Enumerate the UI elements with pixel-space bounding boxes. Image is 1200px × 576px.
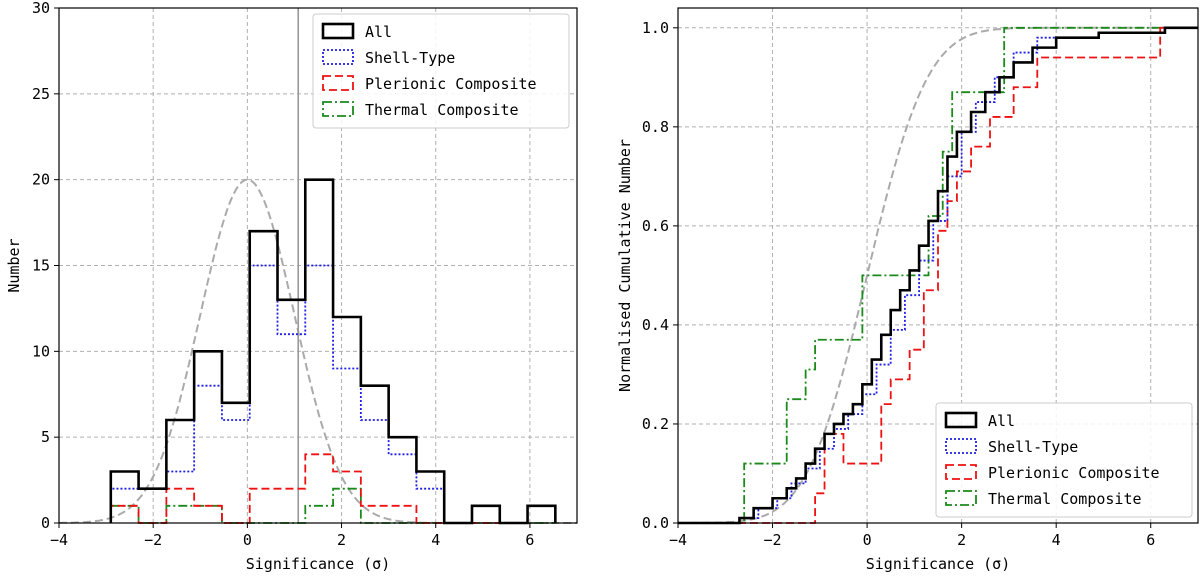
histogram-x-tick-label: −4 (50, 531, 68, 549)
cdf-series-thermal-composite (678, 26, 1198, 524)
histogram-x-tick-label: 0 (243, 531, 252, 549)
histogram-x-tick-label: 4 (431, 531, 440, 549)
histogram-x-axis-label: Significance (σ) (246, 555, 391, 573)
histogram-legend-box (312, 13, 570, 129)
histogram-x-tick-label: 2 (337, 531, 346, 549)
cdf-y-tick-label: 0.2 (642, 415, 669, 433)
cdf-legend: All Shell-Type Plerionic Composite Thermal … (935, 402, 1193, 518)
cdf-y-tick-label: 0.8 (642, 118, 669, 136)
cdf-axes-frame (677, 7, 1199, 524)
histogram-legend-swatch-thermal-composite (322, 101, 354, 117)
cdf-y-tick-label: 0.4 (642, 316, 669, 334)
cdf-ticks: −4 −2 0 2 4 6 0.0 0.2 0.4 0.6 0.8 1.0 (642, 19, 1155, 549)
cdf-legend-swatch-shell-type (945, 438, 977, 454)
cdf-reference-layer (678, 26, 1198, 524)
histogram-legend: All Shell-Type Plerionic Composite Thermal … (312, 13, 570, 129)
cdf-legend-label-thermal-composite: Thermal Composite (988, 490, 1142, 508)
cdf-legend-swatch-plerionic-composite (945, 464, 977, 480)
histogram-series-all (109, 178, 557, 525)
cdf-x-tick-label: 2 (957, 531, 966, 549)
histogram-y-tick-label: 0 (41, 514, 50, 532)
cdf-legend-box (935, 402, 1193, 518)
cdf-legend-swatch-thermal-composite (945, 490, 977, 506)
cdf-series-layer (678, 26, 1198, 525)
histogram-reference-layer (59, 8, 577, 524)
cdf-x-tick-label: −4 (669, 531, 687, 549)
histogram-legend-label-plerionic-composite: Plerionic Composite (365, 75, 537, 93)
histogram-y-tick-label: 25 (32, 85, 50, 103)
cdf-reference-gaussian-curve (678, 26, 1198, 524)
cdf-x-tick-label: 0 (863, 531, 872, 549)
histogram-y-tick-label: 30 (32, 0, 50, 17)
histogram-y-tick-label: 5 (41, 428, 50, 446)
histogram-y-axis-label: Number (5, 238, 23, 292)
cdf-y-tick-label: 1.0 (642, 19, 669, 37)
histogram-y-tick-label: 10 (32, 342, 50, 360)
histogram-y-tick-label: 15 (32, 257, 50, 275)
histogram-legend-label-all: All (365, 23, 392, 41)
histogram-ticks: −4 −2 0 2 4 6 0 5 10 15 20 25 30 (32, 0, 534, 549)
cdf-x-tick-label: 4 (1052, 531, 1061, 549)
cdf-legend-label-plerionic-composite: Plerionic Composite (988, 464, 1160, 482)
cdf-y-axis-label: Normalised Cumulative Number (616, 139, 634, 392)
histogram-series-plerionic-composite (109, 453, 557, 524)
cdf-series-all (678, 26, 1198, 525)
histogram-legend-swatch-plerionic-composite (322, 75, 354, 91)
histogram-y-tick-label: 20 (32, 171, 50, 189)
histogram-x-tick-label: 6 (525, 531, 534, 549)
histogram-legend-label-shell-type: Shell-Type (365, 49, 455, 67)
cdf-series-plerionic-composite (678, 26, 1198, 524)
histogram-x-tick-label: −2 (144, 531, 162, 549)
cdf-y-tick-label: 0.0 (642, 514, 669, 532)
cdf-legend-swatch-all (944, 411, 978, 429)
histogram-legend-label-thermal-composite: Thermal Composite (365, 101, 519, 119)
cdf-x-tick-label: 6 (1146, 531, 1155, 549)
histogram-legend-swatch-shell-type (322, 49, 354, 65)
histogram-panel: −4 −2 0 2 4 6 0 5 10 15 20 25 30 Significance (σ) Nu… (5, 0, 578, 573)
histogram-reference-gaussian-curve (59, 178, 577, 524)
cdf-y-tick-label: 0.6 (642, 217, 669, 235)
cdf-x-axis-label: Significance (σ) (866, 555, 1011, 573)
cdf-legend-label-shell-type: Shell-Type (988, 438, 1078, 456)
cdf-legend-label-all: All (988, 412, 1015, 430)
histogram-legend-swatch-all (321, 22, 355, 40)
cdf-panel: −4 −2 0 2 4 6 0.0 0.2 0.4 0.6 0.8 1.0 Significance … (616, 7, 1199, 573)
cdf-x-tick-label: −2 (764, 531, 782, 549)
